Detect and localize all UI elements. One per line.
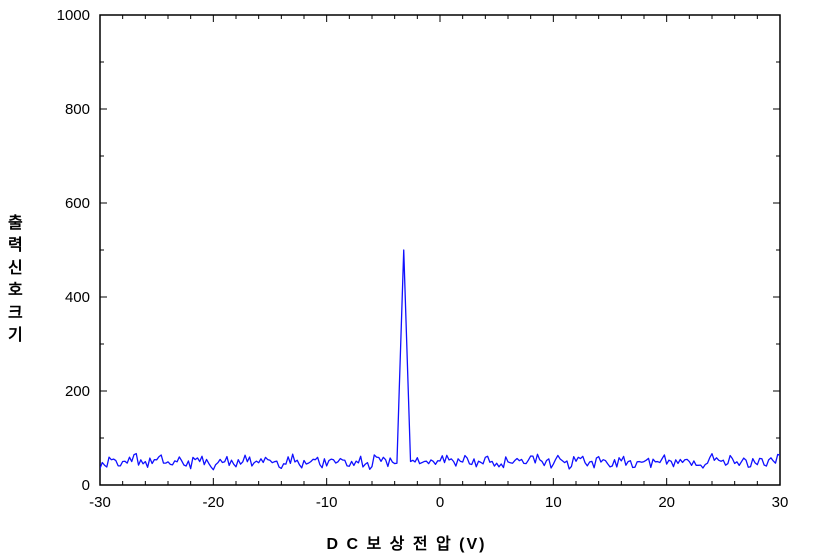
y-tick-label: 1000: [57, 7, 90, 24]
data-series-line: [100, 250, 780, 470]
x-tick-label: -10: [316, 494, 338, 511]
chart-root: 출력신호크기 D C 보 상 전 압 (V) -30 -20 -10 0 10 20 30 0…: [0, 0, 813, 560]
y-tick-label: 200: [65, 383, 90, 400]
x-tick-label: -30: [89, 494, 111, 511]
x-tick-label: 0: [436, 494, 444, 511]
x-tick-label: 10: [545, 494, 562, 511]
x-tick-label: 20: [658, 494, 675, 511]
x-tick-label: 30: [772, 494, 789, 511]
y-tick-label: 800: [65, 101, 90, 118]
x-axis-label: D C 보 상 전 압 (V): [0, 530, 813, 554]
chart-canvas: -30 -20 -10 0 10 20 30 0 200 400 600 800 1000: [0, 0, 813, 560]
y-tick-label: 400: [65, 289, 90, 306]
y-tick-label: 600: [65, 195, 90, 212]
y-axis-label: 출력신호크기: [8, 213, 23, 347]
plot-frame: [100, 15, 780, 485]
x-tick-label: -20: [202, 494, 224, 511]
y-tick-label: 0: [82, 477, 90, 494]
